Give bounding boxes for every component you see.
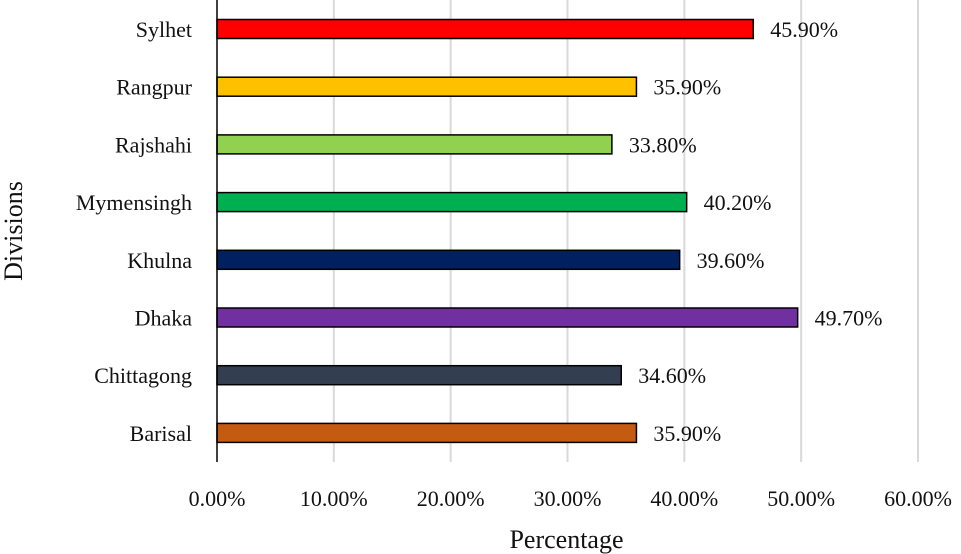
category-label: Rangpur [116, 75, 192, 100]
x-tick-label: 20.00% [417, 486, 485, 511]
category-label: Barisal [130, 421, 192, 446]
category-label: Rajshahi [115, 132, 192, 157]
gridlines [332, 0, 919, 462]
x-tick-label: 60.00% [884, 486, 952, 511]
value-label: 49.70% [815, 306, 883, 331]
bar-rangpur [216, 76, 638, 97]
category-label: Mymensingh [76, 190, 192, 215]
category-label: Sylhet [136, 17, 192, 42]
value-label: 39.60% [697, 248, 765, 273]
value-label: 33.80% [629, 132, 697, 157]
bar-chittagong [216, 364, 622, 386]
x-tick-label: 0.00% [189, 486, 246, 511]
bar-dhaka [216, 307, 799, 328]
bar-khulna [216, 249, 681, 271]
bar-sylhet [216, 18, 755, 40]
x-tick-label: 50.00% [767, 486, 835, 511]
value-label: 34.60% [638, 363, 706, 388]
value-labels: 45.90% 35.90% 33.80% 40.20% 39.60% 49.70% 34.6… [629, 17, 883, 446]
x-tick-label: 10.00% [300, 486, 368, 511]
y-axis-title: Divisions [0, 181, 28, 281]
x-tick-label: 40.00% [650, 486, 718, 511]
category-label: Khulna [127, 248, 192, 273]
x-tick-labels: 0.00% 10.00% 20.00% 30.00% 40.00% 50.00% 60.00… [189, 486, 952, 511]
category-labels: Sylhet Rangpur Rajshahi Mymensingh Khulna Dha… [76, 17, 193, 446]
category-label: Dhaka [135, 306, 193, 331]
category-label: Chittagong [94, 363, 192, 388]
value-label: 40.20% [704, 190, 772, 215]
value-label: 45.90% [770, 17, 838, 42]
value-label: 35.90% [653, 421, 721, 446]
x-tick-label: 30.00% [534, 486, 602, 511]
bar-mymensingh [216, 191, 688, 213]
bar-barisal [216, 422, 638, 444]
x-axis-title: Percentage [509, 525, 623, 554]
value-label: 35.90% [653, 75, 721, 100]
bar-rajshahi [216, 134, 613, 155]
